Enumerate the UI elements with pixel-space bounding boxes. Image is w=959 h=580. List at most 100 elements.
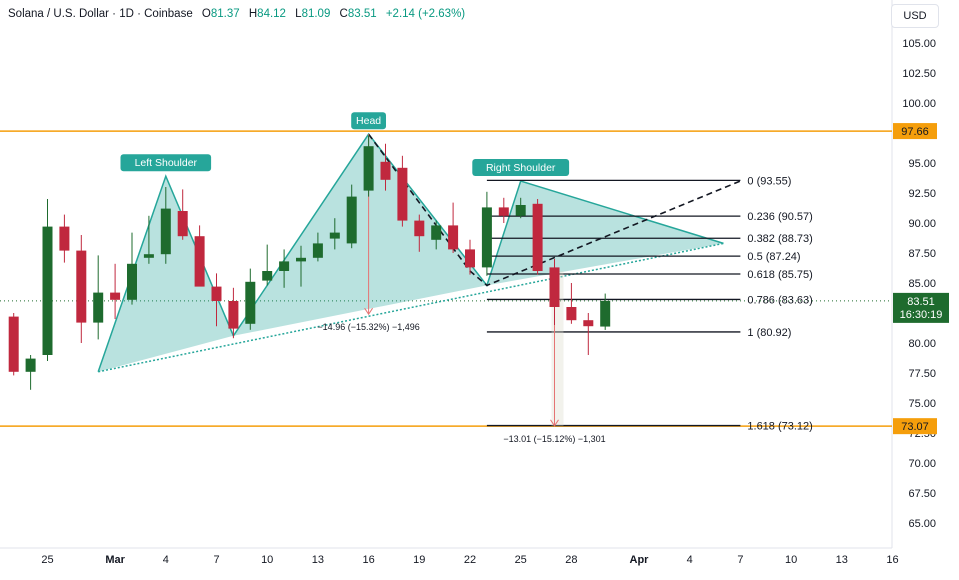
low-label: L — [295, 8, 302, 20]
candle — [211, 273, 222, 327]
time-axis: 25 Mar 4 7 10 13 16 19 22 25 28 Apr 4 7 10 13 16 — [41, 554, 898, 566]
time-tick-label: Apr — [630, 554, 650, 566]
head-fill — [233, 134, 487, 336]
candle — [228, 287, 239, 339]
candle — [448, 202, 459, 253]
candle — [312, 232, 323, 262]
candle — [431, 220, 442, 250]
candle-body — [296, 257, 306, 262]
candle — [380, 143, 391, 191]
candle-body — [363, 146, 374, 191]
measure-arrowhead — [364, 307, 374, 316]
pattern-label-text: Right Shoulder — [486, 162, 556, 174]
price-tick-label: 92.50 — [908, 188, 936, 200]
left-shoulder-fill — [98, 176, 234, 372]
time-tick-label: 13 — [312, 554, 324, 566]
fib-level-label: 0.236 (90.57) — [747, 211, 812, 223]
candle — [245, 268, 256, 330]
candle-body — [414, 220, 425, 237]
time-tick-label: 13 — [836, 554, 848, 566]
candle-body — [498, 207, 509, 216]
candle — [194, 225, 205, 287]
time-tick-label: 16 — [362, 554, 374, 566]
time-tick-label: 10 — [261, 554, 273, 566]
candle — [8, 313, 19, 376]
candle-body — [346, 196, 357, 244]
pattern-label-badge — [472, 159, 570, 176]
fib-level-label: 0.618 (85.75) — [747, 269, 812, 281]
price-tick-label: 80.00 — [908, 338, 936, 350]
price-axis: 105.00102.50100.0097.5095.0092.5090.0087… — [893, 38, 949, 530]
candle-body — [228, 301, 239, 329]
price-tick-label: 100.00 — [902, 98, 936, 110]
candle — [177, 189, 188, 240]
time-tick-label: 28 — [565, 554, 577, 566]
candle-body — [25, 358, 36, 372]
right-shoulder-fill — [486, 181, 724, 286]
candle-body — [312, 243, 323, 258]
price-tick-label: 90.00 — [908, 218, 936, 230]
candle — [59, 214, 70, 263]
candle — [414, 214, 425, 252]
pattern-label-badge — [351, 112, 386, 130]
candle — [532, 199, 543, 275]
chart-grid — [0, 0, 893, 549]
measure-label: −14.96 (−15.32%) −1,496 — [317, 322, 419, 332]
drawing-layer — [0, 130, 892, 427]
low-value: 81.09 — [301, 8, 331, 20]
time-tick-label: 4 — [163, 554, 169, 566]
price-tick-label: 105.00 — [902, 38, 936, 50]
time-tick-label: Mar — [105, 554, 125, 566]
candle-body — [329, 232, 340, 239]
price-tick-label: 77.50 — [908, 368, 936, 380]
level-price-tag-text: 97.66 — [901, 126, 929, 138]
candle-body — [211, 286, 222, 301]
candle-body — [59, 226, 70, 251]
time-tick-label: 16 — [886, 554, 898, 566]
level-price-tag — [893, 123, 937, 140]
pattern-label-badge — [120, 154, 212, 172]
time-tick-label: 25 — [41, 554, 53, 566]
high-label: H — [248, 8, 258, 20]
time-tick-label: 7 — [213, 554, 219, 566]
price-tick-label: 102.50 — [902, 68, 936, 80]
candle-body — [8, 316, 19, 372]
candle-body — [549, 267, 560, 307]
pattern-label-text: Head — [356, 115, 381, 127]
price-tick-label: 75.00 — [908, 398, 936, 410]
candle — [110, 263, 121, 319]
measure-arrowhead — [550, 419, 559, 427]
open-label: O — [201, 8, 211, 20]
candle — [127, 232, 137, 305]
candle-body — [194, 236, 205, 287]
candle-body — [583, 320, 594, 327]
price-tick-label: 95.00 — [908, 158, 936, 170]
candle-body — [380, 161, 391, 180]
currency-button[interactable]: USD — [891, 4, 939, 28]
measure-label: −13.01 (−15.12%) −1,301 — [503, 434, 605, 444]
price-tick-label: 65.00 — [908, 518, 936, 530]
fib-level-label: 0 (93.55) — [747, 175, 791, 187]
candle — [296, 245, 306, 287]
fib-level-label: 0.382 (88.73) — [747, 233, 812, 245]
candle-body — [600, 300, 611, 327]
price-tick-label: 70.00 — [908, 458, 936, 470]
high-value: 84.12 — [257, 8, 286, 20]
candle — [25, 355, 36, 390]
price-tick-label: 67.50 — [908, 488, 936, 500]
candle — [329, 218, 340, 250]
candle-body — [42, 226, 53, 355]
candle-countdown: 16:30:19 — [900, 309, 943, 321]
candle — [498, 197, 509, 223]
candle — [363, 135, 374, 197]
candle-body — [515, 205, 526, 216]
candle-body — [397, 167, 408, 221]
projection-dashed-line — [367, 133, 741, 287]
candle-body — [143, 254, 154, 258]
candle-body — [262, 271, 273, 281]
level-price-tag — [893, 418, 937, 435]
candle — [465, 239, 475, 275]
fib-level-label: 1 (80.92) — [747, 327, 791, 339]
candle — [160, 187, 171, 264]
